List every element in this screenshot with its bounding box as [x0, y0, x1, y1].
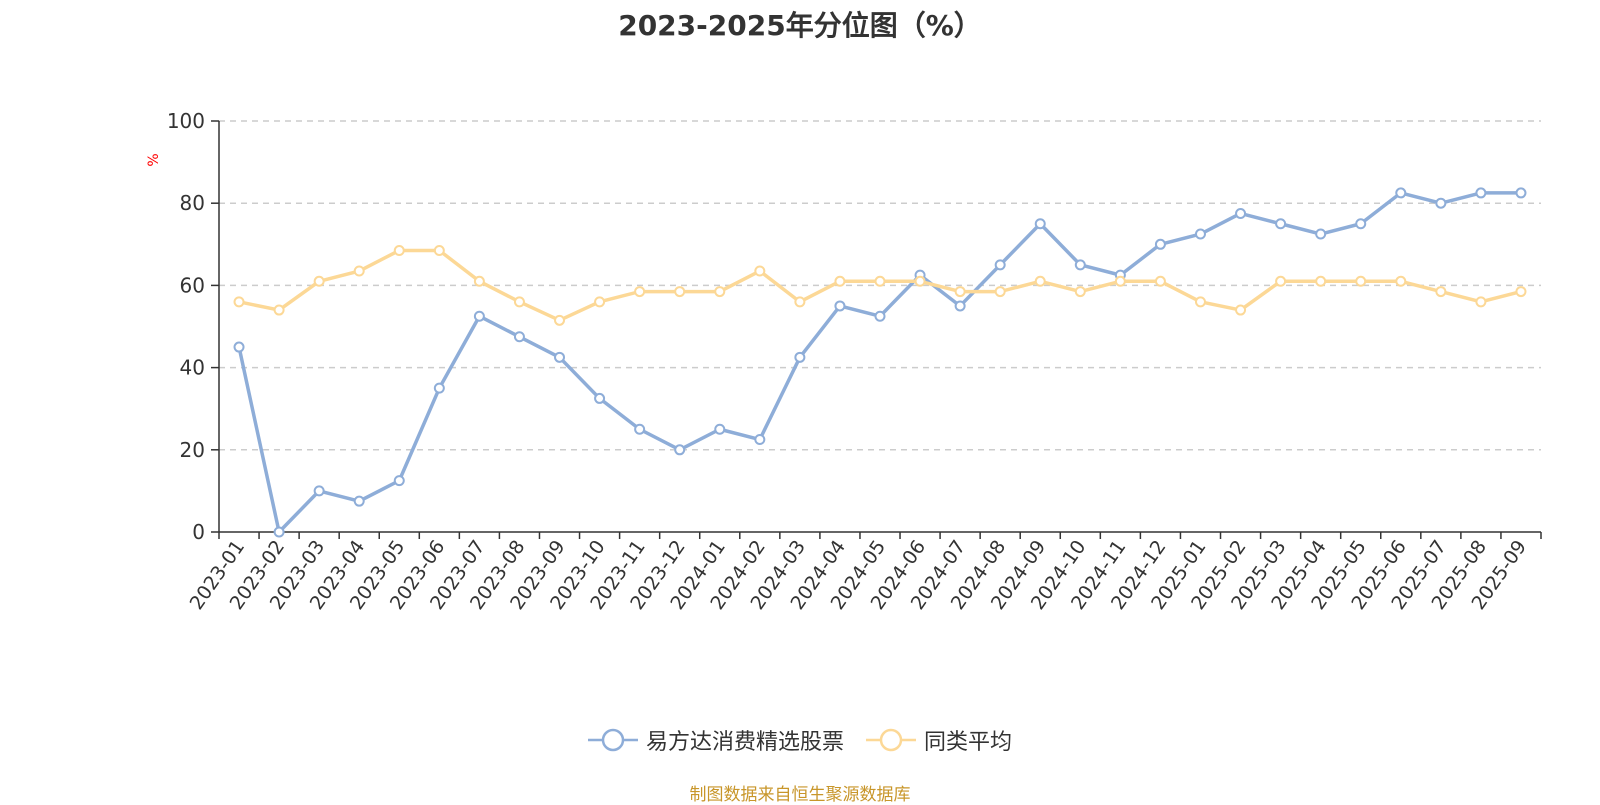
- data-point: [914, 275, 926, 287]
- data-point: [313, 275, 325, 287]
- data-point: [954, 286, 966, 298]
- y-tick-label: 80: [180, 191, 205, 215]
- data-point: [1034, 218, 1046, 230]
- data-point: [353, 495, 365, 507]
- legend-swatch-circle: [601, 728, 625, 752]
- data-point: [433, 382, 445, 394]
- data-point: [594, 296, 606, 308]
- data-point: [1154, 238, 1166, 250]
- data-point: [1515, 187, 1527, 199]
- y-tick-label: 100: [167, 109, 205, 133]
- data-point: [1275, 218, 1287, 230]
- data-point: [834, 275, 846, 287]
- axes: 0204060801002023-012023-022023-032023-04…: [167, 109, 1542, 614]
- y-tick-label: 60: [180, 273, 205, 297]
- data-point: [874, 310, 886, 322]
- data-point: [1355, 275, 1367, 287]
- legend-swatch-circle: [879, 728, 903, 752]
- data-point: [473, 275, 485, 287]
- data-point: [1355, 218, 1367, 230]
- data-point: [1154, 275, 1166, 287]
- data-point: [1074, 286, 1086, 298]
- data-point: [233, 296, 245, 308]
- legend-item[interactable]: 易方达消费精选股票: [587, 724, 844, 756]
- data-point: [634, 286, 646, 298]
- data-point: [1034, 275, 1046, 287]
- data-point: [433, 244, 445, 256]
- data-point: [554, 351, 566, 363]
- data-point: [1435, 197, 1447, 209]
- legend-label: 易方达消费精选股票: [645, 730, 844, 755]
- data-point: [834, 300, 846, 312]
- data-point: [473, 310, 485, 322]
- footer-source: 制图数据来自恒生聚源数据库: [689, 785, 911, 805]
- data-point: [353, 265, 365, 277]
- chart-title: 2023-2025年分位图（%）: [618, 9, 982, 42]
- data-point: [313, 485, 325, 497]
- y-tick-label: 0: [192, 520, 205, 544]
- legend-swatch-icon: [587, 728, 638, 752]
- series-line: [237, 191, 1521, 534]
- data-point: [714, 423, 726, 435]
- legend-label: 同类平均: [924, 730, 1013, 755]
- data-point: [273, 526, 285, 538]
- data-point: [1235, 207, 1247, 219]
- data-point: [1194, 296, 1206, 308]
- series-2: [233, 244, 1527, 326]
- data-point: [1114, 275, 1126, 287]
- data-point: [1315, 275, 1327, 287]
- series-group: [233, 187, 1527, 538]
- data-point: [1395, 187, 1407, 199]
- data-point: [1475, 296, 1487, 308]
- data-point: [1395, 275, 1407, 287]
- legend: 易方达消费精选股票 同类平均: [0, 724, 1600, 756]
- data-point: [714, 286, 726, 298]
- data-point: [513, 331, 525, 343]
- legend-item[interactable]: 同类平均: [866, 724, 1012, 756]
- data-point: [1475, 187, 1487, 199]
- data-point: [994, 286, 1006, 298]
- data-point: [754, 434, 766, 446]
- data-point: [794, 296, 806, 308]
- data-point: [513, 296, 525, 308]
- data-point: [994, 259, 1006, 271]
- data-point: [1074, 259, 1086, 271]
- data-point: [1515, 286, 1527, 298]
- data-point: [754, 265, 766, 277]
- data-point: [273, 304, 285, 316]
- chart-svg: 0204060801002023-012023-022023-032023-04…: [146, 109, 1542, 614]
- data-point: [674, 286, 686, 298]
- data-point: [794, 351, 806, 363]
- data-point: [1275, 275, 1287, 287]
- y-tick-label: 20: [180, 438, 205, 462]
- data-point: [674, 444, 686, 456]
- data-point: [954, 300, 966, 312]
- data-point: [634, 423, 646, 435]
- data-point: [554, 314, 566, 326]
- series-1: [233, 187, 1527, 538]
- data-point: [233, 341, 245, 353]
- data-point: [1315, 228, 1327, 240]
- y-tick-label: 40: [180, 356, 205, 380]
- data-point: [393, 475, 405, 487]
- legend-swatch-icon: [866, 728, 916, 752]
- data-point: [1194, 228, 1206, 240]
- data-point: [1235, 304, 1247, 316]
- y-axis-label: %: [146, 153, 162, 166]
- data-point: [594, 392, 606, 404]
- data-point: [393, 244, 405, 256]
- data-point: [874, 275, 886, 287]
- data-point: [1435, 286, 1447, 298]
